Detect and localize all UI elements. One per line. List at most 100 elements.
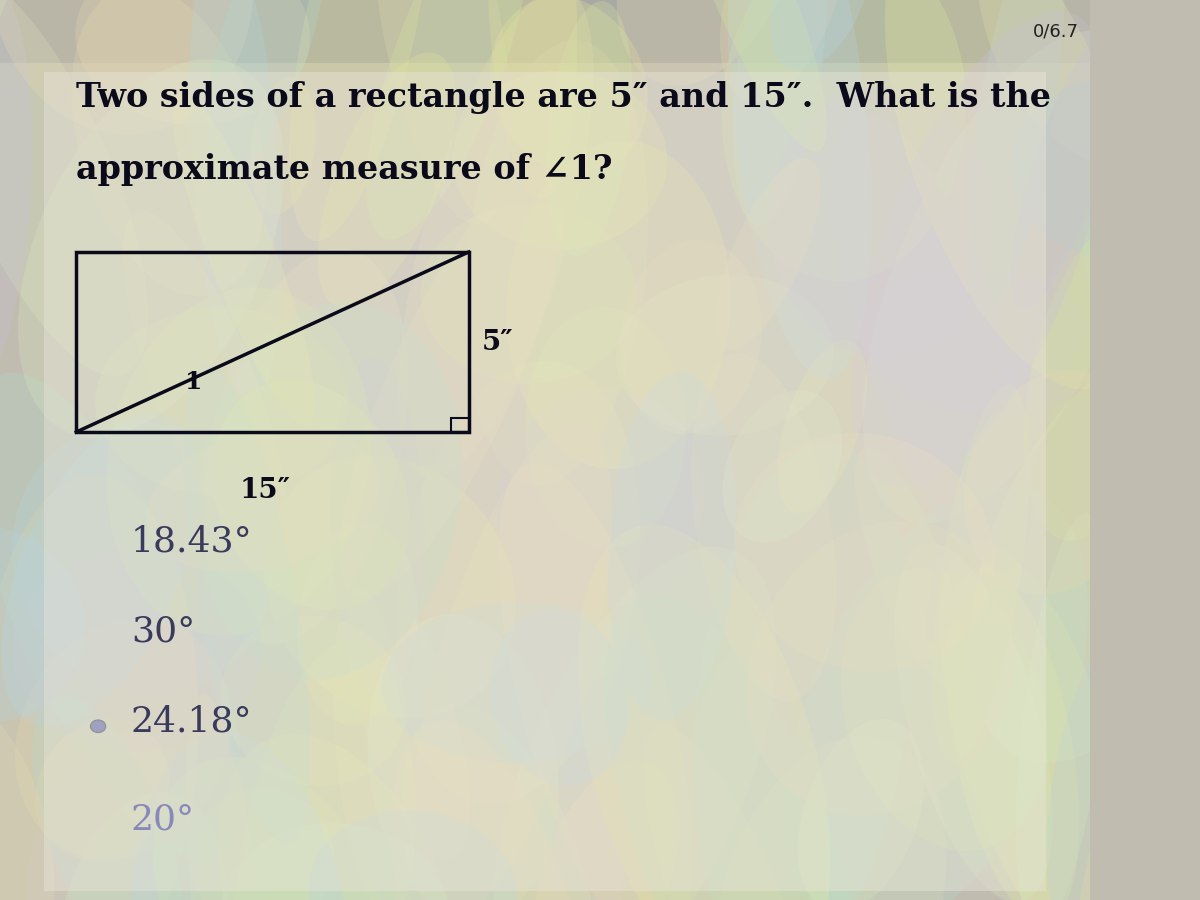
Ellipse shape: [1084, 179, 1182, 341]
Ellipse shape: [607, 372, 737, 721]
Ellipse shape: [491, 609, 629, 786]
Ellipse shape: [18, 59, 284, 437]
Ellipse shape: [395, 361, 641, 805]
Bar: [77, 252, 469, 432]
Ellipse shape: [577, 525, 830, 900]
Ellipse shape: [970, 349, 1200, 763]
Ellipse shape: [332, 589, 415, 900]
Ellipse shape: [841, 568, 1048, 851]
Ellipse shape: [16, 619, 232, 860]
Ellipse shape: [1015, 513, 1109, 900]
Ellipse shape: [493, 547, 776, 900]
Ellipse shape: [884, 0, 1146, 390]
Ellipse shape: [0, 373, 242, 861]
Ellipse shape: [727, 0, 871, 380]
Ellipse shape: [932, 384, 1030, 762]
Ellipse shape: [382, 601, 654, 762]
Ellipse shape: [420, 204, 636, 384]
Ellipse shape: [372, 0, 511, 225]
Ellipse shape: [667, 644, 803, 900]
Ellipse shape: [643, 724, 835, 900]
Ellipse shape: [229, 641, 416, 900]
Ellipse shape: [746, 521, 1016, 816]
Ellipse shape: [367, 614, 559, 900]
Ellipse shape: [0, 0, 32, 455]
Ellipse shape: [863, 268, 1105, 415]
Ellipse shape: [490, 0, 648, 175]
Ellipse shape: [977, 0, 1200, 169]
Ellipse shape: [173, 93, 314, 426]
Ellipse shape: [308, 810, 516, 900]
Ellipse shape: [895, 544, 1052, 900]
Text: 20°: 20°: [131, 803, 194, 837]
Ellipse shape: [331, 358, 425, 704]
Ellipse shape: [0, 0, 58, 154]
Ellipse shape: [206, 0, 325, 167]
Ellipse shape: [526, 307, 686, 548]
Text: 24.18°: 24.18°: [131, 704, 252, 738]
Text: 1: 1: [185, 370, 203, 393]
Ellipse shape: [217, 734, 460, 900]
Bar: [0, 0, 1090, 63]
Ellipse shape: [464, 40, 648, 486]
Ellipse shape: [964, 370, 1148, 595]
Ellipse shape: [534, 760, 679, 900]
Ellipse shape: [506, 140, 731, 469]
Ellipse shape: [546, 1, 632, 256]
Ellipse shape: [107, 287, 371, 635]
Ellipse shape: [390, 720, 590, 900]
Ellipse shape: [264, 455, 516, 719]
Ellipse shape: [366, 0, 530, 239]
Ellipse shape: [452, 71, 667, 249]
Ellipse shape: [0, 475, 198, 900]
Ellipse shape: [1068, 700, 1171, 900]
Ellipse shape: [786, 485, 1088, 900]
Ellipse shape: [146, 428, 380, 572]
Ellipse shape: [12, 549, 263, 751]
Ellipse shape: [926, 209, 1106, 644]
Ellipse shape: [620, 239, 762, 434]
Ellipse shape: [1024, 220, 1171, 541]
Ellipse shape: [0, 526, 84, 723]
Ellipse shape: [1009, 76, 1200, 261]
Ellipse shape: [32, 696, 184, 900]
Ellipse shape: [798, 719, 924, 900]
Text: 5″: 5″: [481, 328, 514, 356]
Ellipse shape: [487, 0, 577, 199]
Ellipse shape: [605, 594, 862, 900]
Ellipse shape: [498, 463, 692, 900]
Ellipse shape: [76, 0, 311, 125]
Ellipse shape: [318, 52, 456, 309]
Ellipse shape: [616, 275, 834, 436]
Ellipse shape: [184, 364, 311, 843]
Ellipse shape: [1010, 31, 1122, 310]
Ellipse shape: [289, 0, 432, 241]
Ellipse shape: [398, 0, 593, 478]
Ellipse shape: [721, 0, 966, 282]
Ellipse shape: [0, 681, 55, 900]
Ellipse shape: [691, 354, 836, 701]
Ellipse shape: [497, 389, 704, 609]
Ellipse shape: [212, 380, 409, 610]
Ellipse shape: [122, 212, 288, 563]
Text: 15″: 15″: [239, 477, 290, 504]
Ellipse shape: [152, 757, 385, 900]
Ellipse shape: [250, 76, 316, 214]
Ellipse shape: [72, 0, 265, 296]
Ellipse shape: [851, 11, 1109, 488]
Text: Two sides of a rectangle are 5″ and 15″.  What is the: Two sides of a rectangle are 5″ and 15″.…: [77, 81, 1051, 114]
Ellipse shape: [617, 0, 800, 86]
Ellipse shape: [666, 0, 827, 152]
Ellipse shape: [722, 390, 842, 543]
Ellipse shape: [714, 735, 947, 900]
Ellipse shape: [769, 87, 994, 357]
Ellipse shape: [409, 422, 612, 900]
Bar: [451, 418, 469, 432]
Ellipse shape: [778, 340, 868, 513]
Ellipse shape: [12, 421, 275, 694]
Ellipse shape: [197, 302, 463, 680]
Ellipse shape: [340, 166, 564, 598]
Ellipse shape: [769, 0, 870, 70]
Ellipse shape: [95, 308, 348, 497]
Ellipse shape: [0, 0, 148, 376]
